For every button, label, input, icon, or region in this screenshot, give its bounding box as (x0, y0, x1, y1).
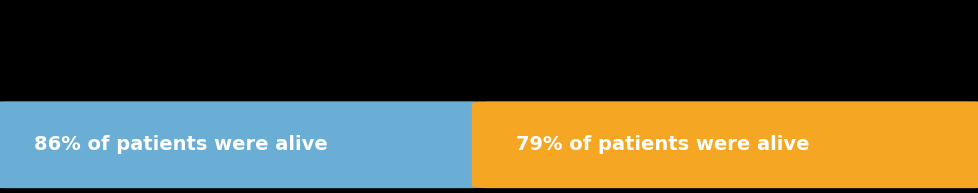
Text: 79% of patients were alive: 79% of patients were alive (515, 135, 809, 154)
Text: 86% of patients were alive: 86% of patients were alive (34, 135, 328, 154)
FancyBboxPatch shape (0, 101, 487, 188)
FancyBboxPatch shape (471, 101, 978, 188)
